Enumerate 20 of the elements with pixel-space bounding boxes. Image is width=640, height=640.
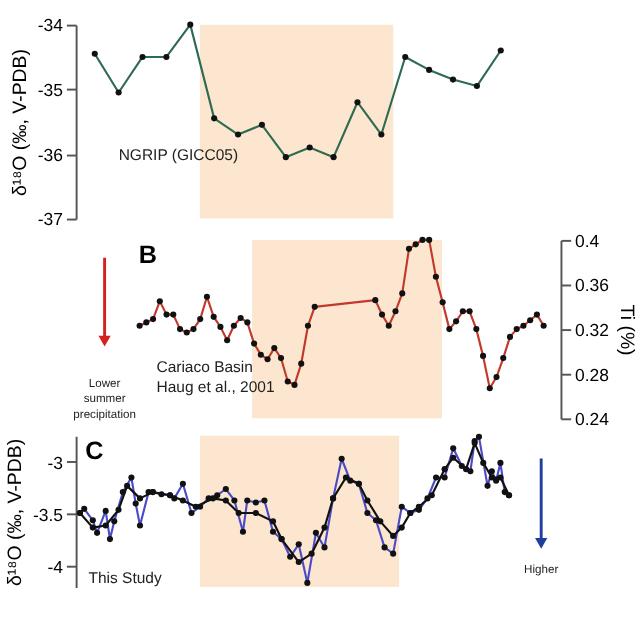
y-axis-title: δ¹⁸O (‰, V-PDB) — [5, 438, 28, 586]
y-tick-label: -4 — [47, 556, 64, 577]
annotation: NGRIP (GICC05) — [118, 146, 239, 165]
y-tick-label: -3.5 — [32, 504, 64, 525]
annotation: Cariaco Basin Haug et al., 2001 — [156, 358, 275, 396]
y-axis-title: Ti (%) — [614, 304, 637, 356]
y-tick-label: 0.36 — [575, 275, 610, 296]
y-tick-label: 0.4 — [575, 230, 600, 251]
y-tick-label: -35 — [37, 80, 64, 101]
y-tick-label: -36 — [37, 144, 64, 165]
y-tick-label: -34 — [37, 15, 64, 36]
annotation: This Study — [88, 569, 162, 588]
y-tick-label: 0.32 — [575, 319, 610, 340]
y-axis-title: δ¹⁸O (‰, V-PDB) — [10, 49, 33, 197]
y-tick-label: -37 — [37, 209, 64, 230]
chart-title: C — [85, 437, 104, 466]
y-tick-label: -3 — [47, 452, 64, 473]
y-tick-label: 0.28 — [575, 364, 610, 385]
y-tick-label: 0.24 — [575, 409, 610, 430]
chart-title: B — [138, 241, 157, 270]
